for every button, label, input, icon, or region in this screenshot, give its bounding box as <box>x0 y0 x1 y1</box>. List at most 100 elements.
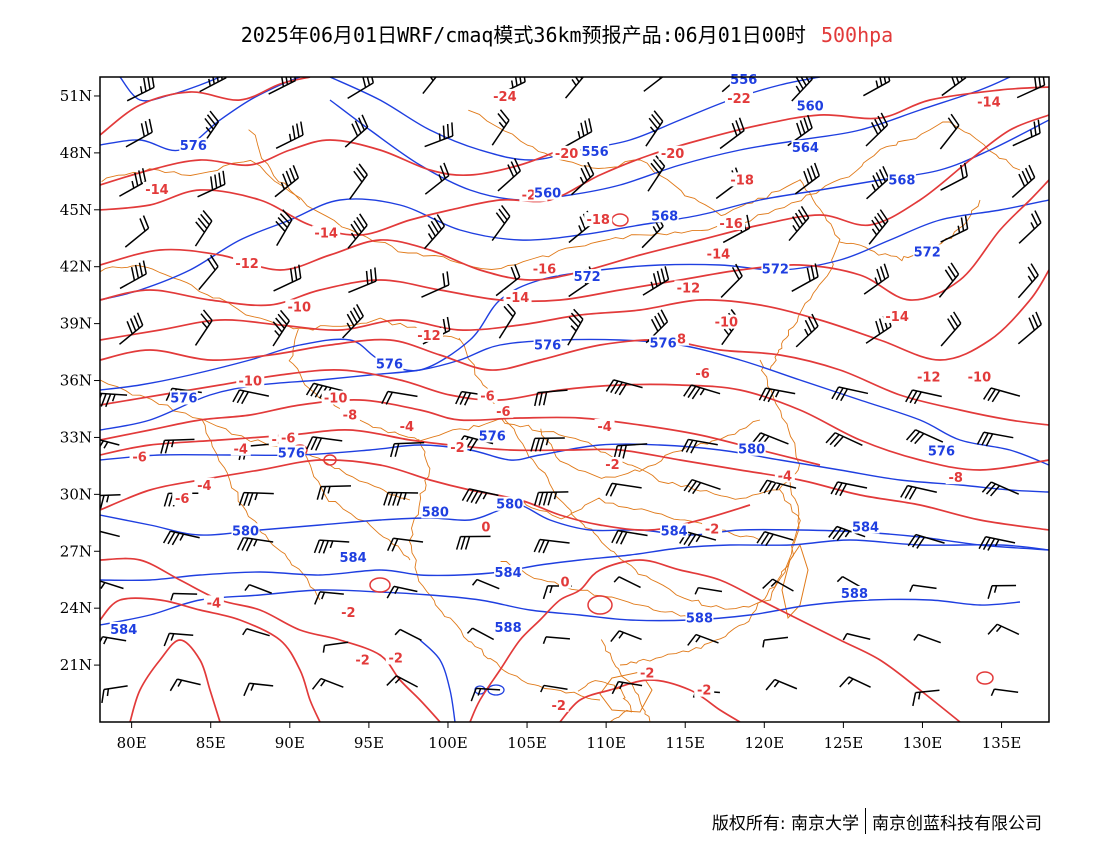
wind-barb <box>782 67 815 101</box>
height-label: 580 <box>738 443 765 458</box>
temperature-label: -14 <box>977 96 1001 111</box>
temperature-label: -20 <box>555 147 579 162</box>
wind-barb <box>170 678 200 697</box>
height-label: 556 <box>730 73 757 88</box>
isotherm-line <box>100 598 320 722</box>
wind-barb <box>189 255 221 289</box>
wind-barb <box>387 674 418 699</box>
temperature-label: -6 <box>281 431 295 446</box>
wind-barb <box>543 637 569 646</box>
temperature-label: -16 <box>719 217 743 232</box>
wind-barb <box>194 64 230 91</box>
wind-barb <box>185 211 214 247</box>
wind-barb <box>111 313 146 345</box>
y-tick-label: 36N <box>60 372 92 390</box>
temperature-label: -6 <box>695 367 709 382</box>
wind-barb <box>270 122 306 149</box>
wind-barb <box>164 530 200 550</box>
wind-barb <box>766 678 797 701</box>
temperature-label: -14 <box>707 247 731 262</box>
temperature-label: -12 <box>417 329 441 344</box>
wind-barb <box>991 689 1018 699</box>
footer-divider <box>865 808 866 834</box>
height-label: 580 <box>422 505 449 520</box>
wind-barb <box>413 59 444 94</box>
copyright-footer: 版权所有: 南京大学 南京创蓝科技有限公司 <box>712 808 1042 834</box>
wind-barb <box>117 216 152 248</box>
temperature-label: -14 <box>314 226 338 241</box>
x-tick-label: 85E <box>196 734 226 752</box>
height-label: 580 <box>232 524 259 539</box>
wind-barb <box>317 486 351 500</box>
wind-barb <box>467 627 493 645</box>
isotherm-line <box>100 180 1049 305</box>
height-label: 580 <box>496 498 523 513</box>
y-tick-label: 45N <box>60 201 92 219</box>
isotherm-line <box>100 115 1049 280</box>
wind-barb <box>930 114 961 149</box>
x-tick-label: 120E <box>745 734 785 752</box>
x-tick-label: 125E <box>824 734 864 752</box>
height-label: 572 <box>914 245 941 260</box>
temperature-label: -14 <box>885 310 909 325</box>
copyright-right: 南京创蓝科技有限公司 <box>872 809 1042 834</box>
wind-barb <box>262 310 291 346</box>
y-tick-label: 33N <box>60 428 92 446</box>
height-label: 584 <box>494 566 521 581</box>
wind-barb <box>185 310 215 346</box>
temperature-label: -2 <box>341 606 355 621</box>
temperature-label: -4 <box>778 469 792 484</box>
height-label: 576 <box>928 445 955 460</box>
wind-barb <box>636 60 671 91</box>
y-tick-label: 48N <box>60 144 92 162</box>
wind-barb <box>481 110 511 145</box>
wind-barb <box>712 118 747 149</box>
temperature-label: -10 <box>288 300 312 315</box>
temperature-label: -10 <box>715 316 739 331</box>
isotherm-loop <box>977 672 993 684</box>
wind-barb <box>457 536 491 549</box>
temperature-label: -14 <box>506 291 530 306</box>
temperature-label: -4 <box>234 443 248 458</box>
wind-barb <box>559 118 595 146</box>
temperature-label: -10 <box>968 371 992 386</box>
wind-barb <box>606 379 642 400</box>
wind-barb <box>931 312 963 346</box>
wind-barb <box>100 686 130 703</box>
temperature-label: -10 <box>324 392 348 407</box>
height-label: 568 <box>651 209 678 224</box>
y-tick-label: 30N <box>60 485 92 503</box>
temperature-label: -8 <box>948 471 962 486</box>
temperature-label: -2 <box>355 653 369 668</box>
wind-barb <box>339 164 369 199</box>
wind-barb <box>473 579 500 595</box>
wind-barb <box>611 629 642 651</box>
temperature-label: -6 <box>132 450 146 465</box>
height-label: 584 <box>661 524 688 539</box>
wind-barb <box>388 538 423 555</box>
height-label: 576 <box>170 392 197 407</box>
wind-barb <box>982 480 1018 506</box>
temperature-label: -6 <box>480 390 494 405</box>
wind-barb <box>826 431 862 457</box>
wind-barb <box>541 685 568 696</box>
wind-barb <box>910 585 937 595</box>
wind-barb <box>1012 72 1048 98</box>
boundary-line <box>578 681 631 722</box>
y-tick-label: 39N <box>60 315 92 333</box>
wind-barb <box>606 483 642 501</box>
wind-barb <box>239 492 273 506</box>
y-tick-label: 42N <box>60 258 92 276</box>
height-label: 568 <box>888 173 915 188</box>
wind-barb <box>914 634 941 649</box>
wind-barb <box>415 215 447 249</box>
wind-barb <box>384 492 418 506</box>
temperature-label: -24 <box>493 90 517 105</box>
y-tick-label: 24N <box>60 599 92 617</box>
height-label: 576 <box>180 139 207 154</box>
wind-barb <box>245 584 272 600</box>
temperature-label: -16 <box>533 263 557 278</box>
wind-barb <box>934 65 969 96</box>
temperature-label: 0 <box>481 521 490 536</box>
